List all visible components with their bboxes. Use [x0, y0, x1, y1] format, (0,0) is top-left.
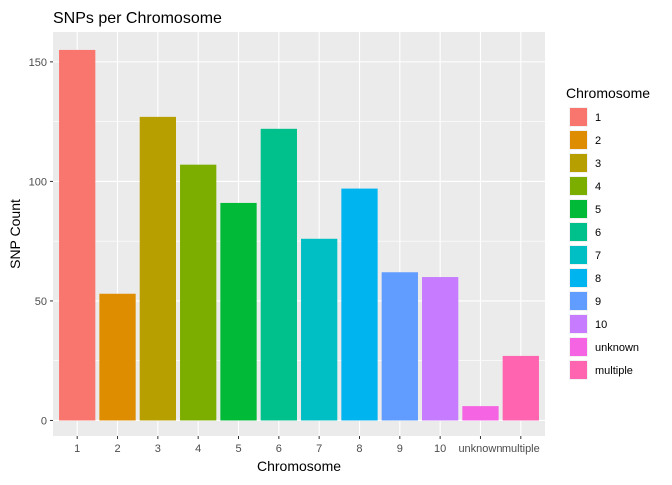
x-tick-label: 9	[397, 443, 403, 455]
bar-multiple	[502, 355, 539, 421]
x-tick-label: 1	[74, 443, 80, 455]
x-tick-label: 8	[356, 443, 362, 455]
legend-swatch	[570, 131, 587, 149]
legend-label: 7	[595, 250, 601, 262]
bar-10	[422, 277, 459, 421]
legend-swatch	[570, 200, 587, 218]
x-tick-label: 7	[316, 443, 322, 455]
legend-label: 4	[595, 181, 601, 193]
x-tick-label: 5	[235, 443, 241, 455]
y-tick-label: 0	[41, 415, 47, 427]
legend-label: unknown	[595, 342, 639, 354]
bars	[59, 49, 539, 421]
bar-4	[180, 164, 217, 421]
legend-swatch	[570, 338, 587, 356]
bar-8	[341, 188, 378, 421]
bar-6	[260, 128, 297, 421]
x-tick-label: 2	[114, 443, 120, 455]
legend-label: 9	[595, 296, 601, 308]
bar-5	[220, 202, 257, 421]
legend-label: 3	[595, 158, 601, 170]
legend-label: 8	[595, 273, 601, 285]
legend-swatch	[570, 223, 587, 241]
legend-swatch	[570, 269, 587, 287]
x-tick-label: multiple	[502, 443, 540, 455]
legend-swatch	[570, 292, 587, 310]
bar-1	[59, 49, 96, 421]
x-tick-label: 4	[195, 443, 201, 455]
x-tick-label: 3	[155, 443, 161, 455]
bar-unknown	[462, 406, 499, 421]
legend-swatch	[570, 154, 587, 172]
chart-title: SNPs per Chromosome	[53, 10, 222, 27]
legend-swatch	[570, 246, 587, 264]
legend-label: multiple	[595, 365, 633, 377]
y-tick-label: 50	[35, 296, 47, 308]
x-tick-label: 6	[276, 443, 282, 455]
legend-swatch	[570, 315, 587, 333]
legend-swatch	[570, 108, 587, 126]
y-axis: 0 50 100 150	[29, 57, 53, 427]
y-axis-title: SNP Count	[7, 199, 23, 269]
bar-2	[99, 293, 136, 421]
legend-label: 5	[595, 204, 601, 216]
x-tick-label: 10	[434, 443, 446, 455]
legend-label: 1	[595, 112, 601, 124]
legend-swatch	[570, 177, 587, 195]
legend-title: Chromosome	[566, 85, 650, 101]
x-tick-label: unknown	[458, 443, 502, 455]
y-tick-label: 150	[29, 57, 47, 69]
legend-label: 2	[595, 135, 601, 147]
legend-swatch	[570, 361, 587, 379]
x-axis-title: Chromosome	[257, 458, 341, 474]
legend-label: 6	[595, 227, 601, 239]
bar-9	[381, 272, 418, 421]
x-axis: 1 2 3 4 5 6 7 8 9 10 unknown multiple	[74, 436, 540, 455]
bar-3	[139, 116, 176, 421]
legend-label: 10	[595, 319, 607, 331]
legend: Chromosome 1 2 3 4 5 6 7 8 9 10 unknown multiple	[566, 85, 650, 380]
y-tick-label: 100	[29, 176, 47, 188]
bar-7	[301, 238, 338, 421]
